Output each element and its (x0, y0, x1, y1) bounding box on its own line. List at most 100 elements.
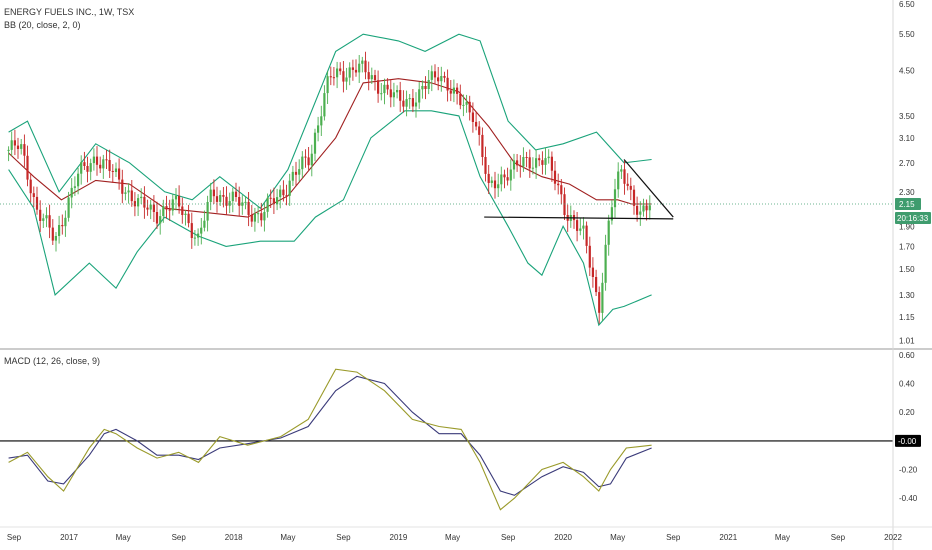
candle-body[interactable] (525, 157, 528, 158)
candle-body[interactable] (645, 205, 648, 211)
candle-body[interactable] (42, 218, 45, 221)
candle-body[interactable] (105, 159, 108, 161)
candle-body[interactable] (231, 191, 234, 202)
candle-body[interactable] (607, 220, 610, 245)
candle-body[interactable] (178, 195, 181, 207)
candle-body[interactable] (443, 76, 446, 78)
candle-body[interactable] (108, 160, 111, 171)
candle-body[interactable] (386, 84, 389, 90)
candle-body[interactable] (29, 179, 32, 194)
candle-body[interactable] (490, 180, 493, 184)
candle-body[interactable] (405, 99, 408, 107)
candle-body[interactable] (582, 225, 585, 229)
resistance-trendline[interactable] (623, 159, 674, 218)
candle-body[interactable] (124, 192, 127, 194)
candle-body[interactable] (86, 166, 89, 172)
candle-body[interactable] (437, 77, 440, 82)
candle-body[interactable] (503, 174, 506, 178)
candle-body[interactable] (519, 165, 522, 167)
candle-body[interactable] (197, 233, 200, 238)
candle-body[interactable] (253, 213, 256, 222)
candle-body[interactable] (336, 68, 339, 78)
candle-body[interactable] (310, 153, 313, 166)
candle-body[interactable] (465, 101, 468, 105)
candle-body[interactable] (215, 196, 219, 202)
candle-body[interactable] (149, 204, 152, 210)
candle-body[interactable] (285, 195, 288, 197)
candle-body[interactable] (399, 90, 402, 101)
candle-body[interactable] (222, 195, 225, 197)
candle-body[interactable] (509, 169, 512, 181)
candle-body[interactable] (102, 159, 105, 169)
candle-body[interactable] (623, 169, 626, 184)
candle-body[interactable] (73, 186, 76, 188)
candle-body[interactable] (339, 68, 342, 72)
candle-body[interactable] (642, 205, 645, 212)
support-trendline[interactable] (484, 216, 674, 220)
candle-body[interactable] (83, 162, 86, 166)
candle-body[interactable] (585, 225, 588, 246)
candle-body[interactable] (10, 140, 13, 150)
candle-body[interactable] (364, 60, 367, 73)
candle-body[interactable] (288, 180, 291, 196)
candle-body[interactable] (234, 191, 238, 197)
candle-body[interactable] (468, 101, 471, 113)
candle-body[interactable] (528, 157, 531, 169)
candle-body[interactable] (99, 164, 102, 169)
candle-body[interactable] (629, 185, 632, 190)
candle-body[interactable] (560, 185, 563, 195)
candle-body[interactable] (114, 168, 118, 173)
candle-body[interactable] (266, 197, 269, 212)
candle-body[interactable] (424, 86, 427, 89)
candle-body[interactable] (238, 197, 241, 206)
candle-body[interactable] (636, 205, 639, 215)
candle-body[interactable] (367, 72, 370, 80)
candle-body[interactable] (39, 209, 42, 221)
candle-body[interactable] (576, 220, 579, 231)
candle-body[interactable] (512, 160, 516, 170)
candle-body[interactable] (348, 67, 351, 78)
candle-body[interactable] (345, 77, 348, 82)
candle-body[interactable] (342, 71, 345, 82)
candle-body[interactable] (58, 225, 61, 236)
candle-body[interactable] (269, 197, 272, 199)
candle-body[interactable] (7, 149, 10, 151)
candle-body[interactable] (276, 197, 279, 205)
candle-body[interactable] (291, 171, 294, 181)
candle-body[interactable] (181, 206, 184, 216)
candle-body[interactable] (121, 179, 124, 194)
candle-body[interactable] (639, 211, 642, 215)
candle-body[interactable] (402, 100, 405, 107)
candle-body[interactable] (174, 195, 178, 200)
candle-body[interactable] (155, 212, 159, 224)
candle-body[interactable] (430, 71, 433, 80)
candle-body[interactable] (95, 156, 99, 165)
price-pane[interactable] (0, 33, 893, 327)
candle-body[interactable] (449, 90, 452, 94)
candle-body[interactable] (294, 171, 298, 175)
candle-body[interactable] (620, 169, 623, 172)
candle-body[interactable] (648, 205, 651, 211)
candle-body[interactable] (263, 211, 266, 221)
candle-body[interactable] (64, 217, 67, 227)
candle-body[interactable] (45, 215, 48, 219)
candle-body[interactable] (550, 156, 553, 171)
candle-body[interactable] (538, 158, 541, 161)
candle-body[interactable] (159, 216, 162, 224)
candle-body[interactable] (459, 93, 462, 106)
candle-body[interactable] (563, 194, 566, 215)
candle-body[interactable] (462, 104, 465, 106)
candle-body[interactable] (613, 189, 617, 208)
candle-body[interactable] (241, 202, 244, 206)
candle-body[interactable] (471, 112, 474, 123)
candle-body[interactable] (35, 196, 39, 210)
candle-body[interactable] (421, 86, 424, 90)
candle-body[interactable] (250, 215, 253, 222)
candle-body[interactable] (48, 215, 51, 228)
candle-body[interactable] (133, 201, 136, 207)
candle-body[interactable] (184, 213, 187, 215)
candle-body[interactable] (165, 206, 168, 210)
candle-body[interactable] (51, 227, 54, 241)
candle-body[interactable] (493, 180, 497, 189)
candle-body[interactable] (23, 144, 26, 156)
